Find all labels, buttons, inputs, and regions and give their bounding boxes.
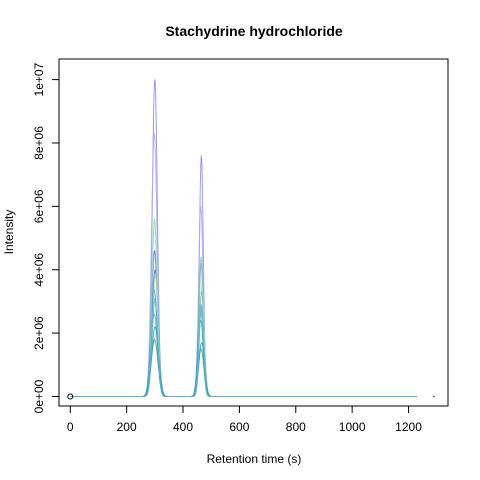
origin-marker <box>67 393 74 400</box>
x-tick-label: 600 <box>229 420 249 434</box>
series-line <box>70 79 418 397</box>
y-tick-label: 0e+00 <box>32 379 46 413</box>
x-axis: 0 200 400 600 800 1000 1200 <box>67 405 422 434</box>
chart-title: Stachydrine hydrochloride <box>165 23 343 39</box>
trailing-point <box>433 395 435 398</box>
x-tick-label: 200 <box>117 420 137 434</box>
series-line <box>70 326 418 397</box>
series-line <box>70 218 418 397</box>
x-tick-label: 800 <box>286 420 306 434</box>
series-line <box>70 288 418 397</box>
plot-frame <box>58 58 449 407</box>
y-tick-label: 4e+06 <box>32 253 46 287</box>
series-line <box>70 250 418 397</box>
chromatogram-traces <box>70 79 418 397</box>
y-tick-label: 1e+07 <box>32 62 46 96</box>
series-line <box>70 132 418 397</box>
y-tick-label: 8e+06 <box>32 126 46 160</box>
series-line <box>70 269 418 397</box>
y-tick-label: 2e+06 <box>32 316 46 350</box>
y-axis: 0e+00 2e+06 4e+06 6e+06 8e+06 1e+07 <box>32 62 60 413</box>
series-line <box>70 275 418 397</box>
x-tick-label: 0 <box>67 420 74 434</box>
series-line <box>70 338 418 397</box>
y-tick-label: 6e+06 <box>32 189 46 223</box>
series-line <box>70 297 418 397</box>
x-tick-label: 1000 <box>339 420 366 434</box>
x-tick-label: 1200 <box>395 420 422 434</box>
series-line <box>70 300 418 397</box>
point-markers <box>67 393 435 400</box>
series-line <box>70 313 418 397</box>
x-axis-label: Retention time (s) <box>207 452 302 466</box>
x-tick-label: 400 <box>173 420 193 434</box>
y-axis-label: Intensity <box>2 210 16 255</box>
